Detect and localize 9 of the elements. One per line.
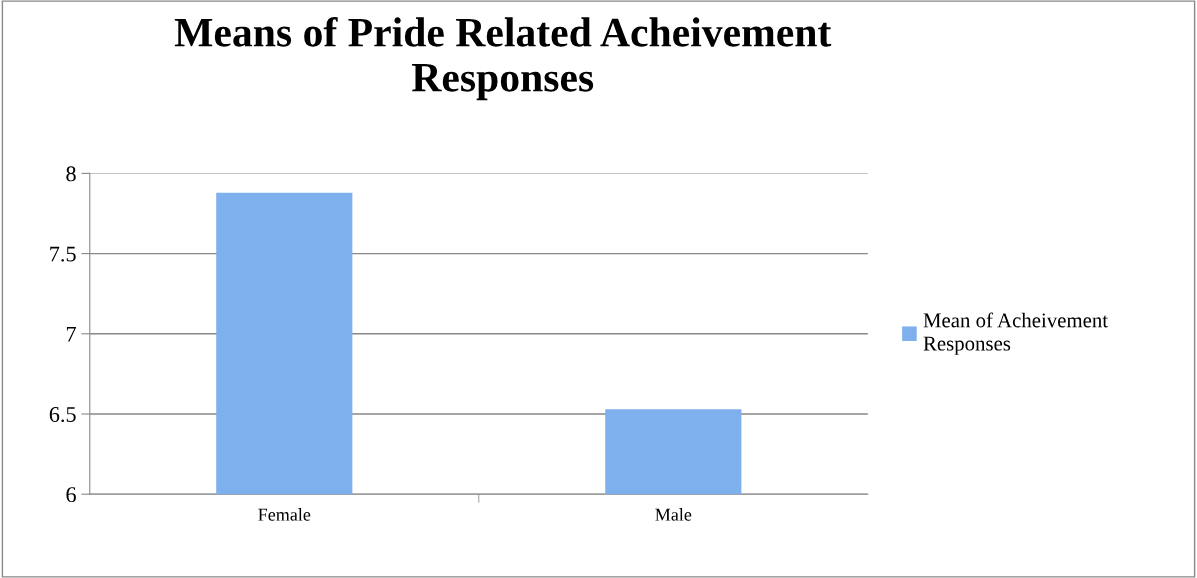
y-tick-label: 6.5 (49, 406, 76, 423)
x-tick-label: Male (655, 508, 692, 521)
chart-title: Means of Pride Related Acheivement Responses (174, 16, 832, 101)
y-tick-label: 6 (66, 487, 76, 503)
legend-label: Mean of Acheivement Responses (923, 312, 1108, 355)
x-tick-label: Female (258, 508, 311, 521)
y-tick-label: 8 (66, 166, 76, 182)
y-tick-label: 7.5 (50, 246, 76, 262)
y-tick-label: 7 (66, 326, 76, 342)
